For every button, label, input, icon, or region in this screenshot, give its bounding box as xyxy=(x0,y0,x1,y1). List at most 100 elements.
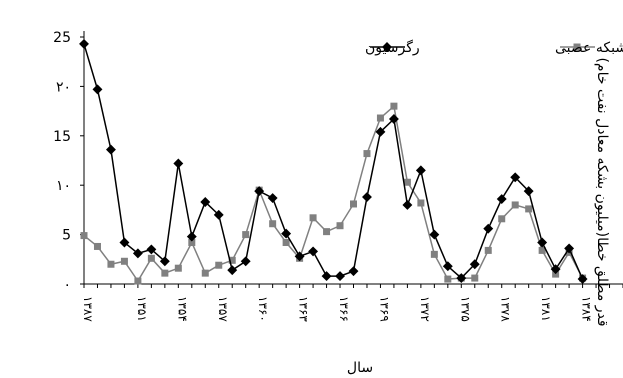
data-point xyxy=(213,209,224,220)
data-point xyxy=(402,200,413,210)
series-line xyxy=(83,104,584,283)
data-point xyxy=(417,199,425,207)
data-point xyxy=(538,246,546,254)
series-layer xyxy=(79,38,588,285)
x-tick-label: ۱۳۸۱ xyxy=(539,296,553,322)
data-point xyxy=(215,261,223,269)
data-point xyxy=(119,237,130,248)
data-point xyxy=(456,273,467,284)
legend-label-regression: رگرسیون xyxy=(365,39,420,56)
data-point xyxy=(147,254,155,262)
data-point xyxy=(350,200,357,208)
y-axis-title: قدر مطلق خطا(میلیون بشکه معادل نفت خام) xyxy=(594,57,610,326)
data-point xyxy=(107,260,115,268)
data-point xyxy=(254,186,265,197)
data-point xyxy=(362,192,372,203)
x-tick-label: ۱۳۶۰ xyxy=(256,296,270,322)
data-point xyxy=(294,251,305,262)
data-point xyxy=(146,244,157,255)
y-tick-label: ۰ xyxy=(63,277,71,293)
data-point xyxy=(390,102,398,110)
legend-item-regression: رگرسیون xyxy=(365,39,420,56)
x-tick-label: ۱۳۵۴ xyxy=(175,296,189,322)
data-point xyxy=(120,257,128,265)
data-point xyxy=(228,256,236,264)
series-line xyxy=(83,43,584,280)
data-point xyxy=(375,126,386,137)
data-point xyxy=(496,194,507,204)
x-axis-title: سال xyxy=(347,360,373,376)
data-point xyxy=(93,242,101,250)
data-point xyxy=(240,256,251,267)
data-point xyxy=(134,277,142,285)
data-point xyxy=(471,274,479,282)
data-point xyxy=(308,246,319,257)
data-point xyxy=(186,231,197,242)
x-tick-label: ۱۳۸۷ xyxy=(81,296,95,322)
x-tick-label: ۱۳۷۸ xyxy=(499,296,513,322)
data-point xyxy=(80,232,88,240)
y-tick-label: ۲۰ xyxy=(56,79,71,95)
data-point xyxy=(336,222,344,230)
data-point xyxy=(442,261,453,272)
data-point xyxy=(498,215,506,223)
data-point xyxy=(550,264,561,275)
x-tick-label: ۱۳۶۶ xyxy=(337,296,351,322)
x-tick-label: ۱۳۸۴ xyxy=(580,296,594,322)
data-point xyxy=(363,150,371,158)
data-point xyxy=(106,144,116,155)
data-point xyxy=(79,38,89,49)
data-point xyxy=(267,193,278,203)
x-tick-label: ۱۳۶۹ xyxy=(377,296,391,322)
y-tick-label: ۱۰ xyxy=(56,178,71,194)
data-point xyxy=(200,197,211,207)
data-point xyxy=(564,243,575,254)
data-point xyxy=(510,172,521,183)
y-tick-label: 5 xyxy=(62,228,71,244)
data-point xyxy=(281,228,292,239)
data-point xyxy=(483,223,494,234)
data-point xyxy=(523,186,534,197)
data-point xyxy=(430,250,438,258)
data-point xyxy=(309,214,317,222)
x-tick-label: ۱۳۷۵ xyxy=(458,296,472,322)
data-point xyxy=(444,275,452,283)
data-point xyxy=(403,178,411,186)
data-point xyxy=(174,264,182,272)
data-point xyxy=(469,259,480,270)
data-point xyxy=(132,248,143,259)
data-point xyxy=(92,84,103,95)
data-point xyxy=(537,237,548,248)
data-point xyxy=(577,274,588,285)
data-point xyxy=(282,239,290,247)
legend-item-neural-network: شبکه عصبی xyxy=(555,40,623,56)
data-point xyxy=(269,220,277,228)
data-point xyxy=(161,269,169,277)
series-regression xyxy=(79,38,588,285)
data-point xyxy=(323,228,331,236)
data-point xyxy=(511,201,519,209)
x-axis: ۱۳۸۷ ۱۳۵۱ ۱۳۵۴ ۱۳۵۷ ۱۳۶۰ ۱۳۶۳ ۱۳۶۶ ۱۳۶۹ ۱۳۷۲ ۱۳۷۵… xyxy=(81,283,623,322)
data-point xyxy=(348,266,359,277)
data-point xyxy=(415,165,426,176)
data-point xyxy=(188,239,196,247)
legend-marker-neural-network xyxy=(573,43,581,51)
x-tick-label: ۱۳۶۳ xyxy=(297,296,311,322)
x-tick-label: ۱۳۷۲ xyxy=(418,296,432,322)
y-axis: ۰ 5 ۱۰ 15 ۲۰ 25 xyxy=(53,30,85,293)
data-point xyxy=(242,231,250,239)
data-point xyxy=(159,256,170,267)
x-tick-label: ۱۳۵۱ xyxy=(135,296,149,322)
data-point xyxy=(173,158,184,169)
data-point xyxy=(484,246,492,254)
y-tick-label: 25 xyxy=(53,30,71,46)
y-tick-label: 15 xyxy=(53,129,71,145)
data-point xyxy=(376,114,384,122)
x-tick-label: ۱۳۵۷ xyxy=(216,296,230,322)
data-point xyxy=(201,269,209,277)
data-point xyxy=(335,271,345,282)
series-neural-network xyxy=(80,102,587,285)
data-point xyxy=(321,271,332,282)
data-point xyxy=(429,229,440,240)
